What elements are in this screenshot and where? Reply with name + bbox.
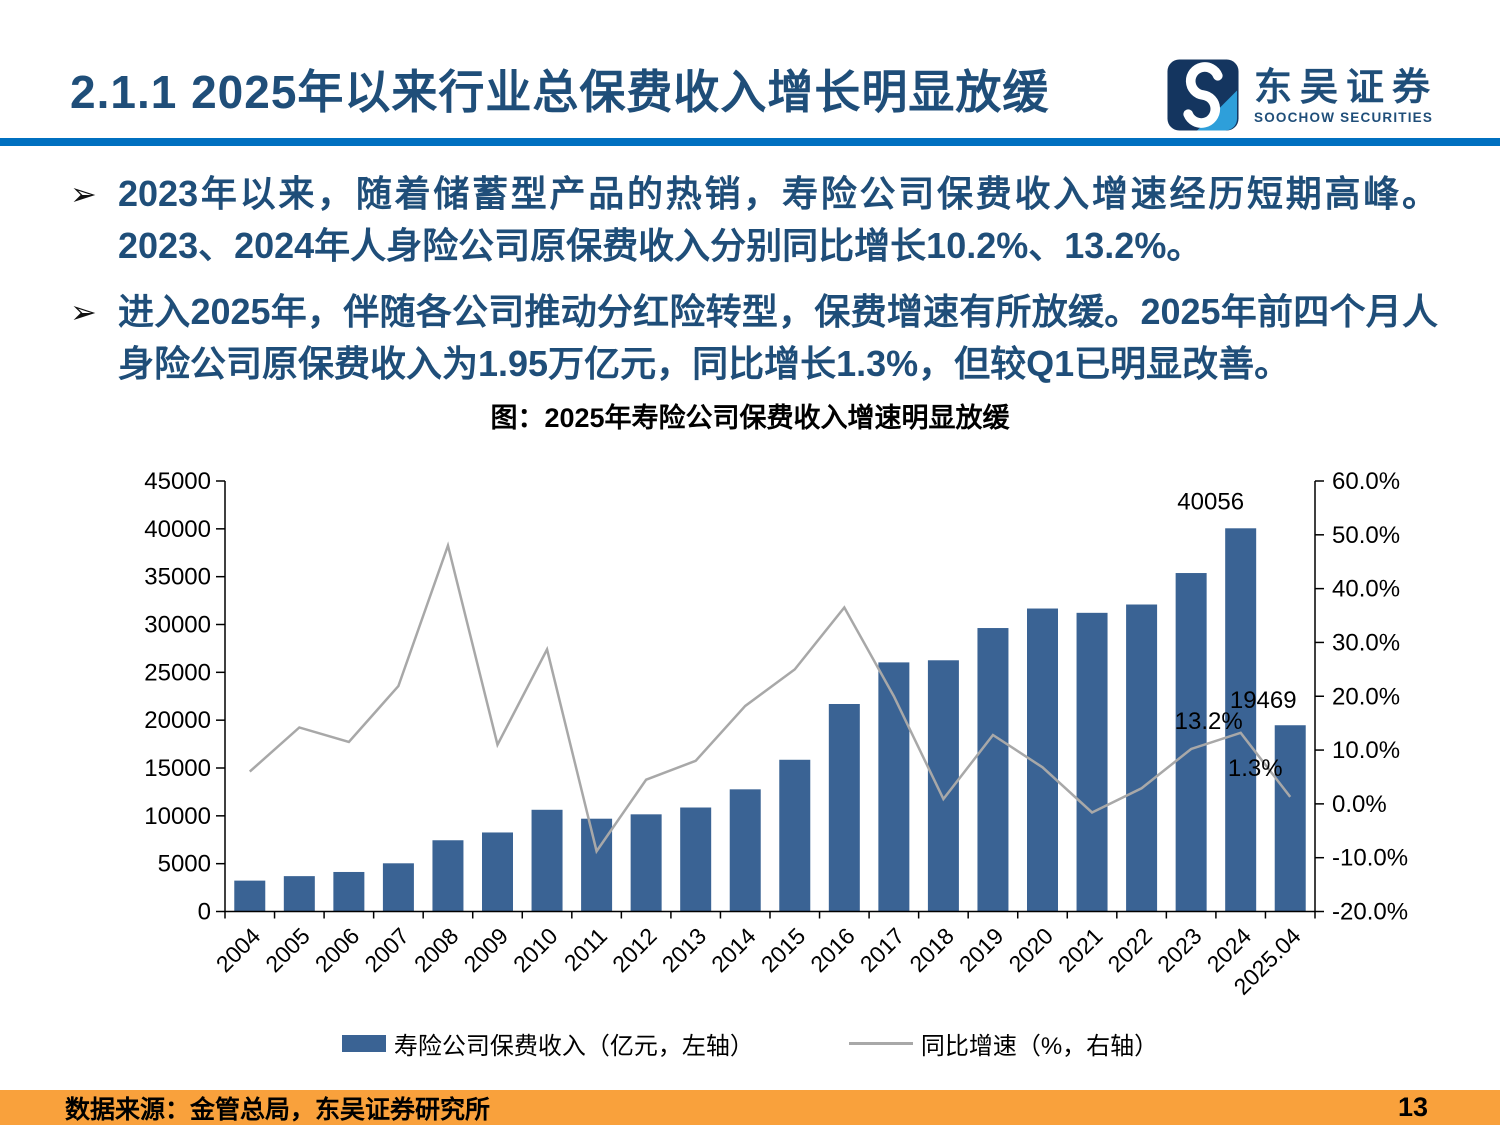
growth-line	[248, 541, 1292, 855]
bar-2006	[333, 871, 365, 912]
arrow-bullet-icon: ➢	[70, 176, 97, 212]
logo-text: 东吴证券 SOOCHOW SECURITIES	[1254, 66, 1438, 125]
x-axis-label-2004: 2004	[211, 923, 266, 978]
bar-2013	[680, 807, 712, 912]
bar-2012	[630, 814, 662, 912]
right-axis-tick-label: -10.0%	[1332, 845, 1408, 872]
left-axis-tick-label: 30000	[144, 612, 211, 639]
data-label-13.2%: 13.2%	[1175, 708, 1243, 735]
bar-2021	[1076, 612, 1108, 912]
right-axis-tick-label: -20.0%	[1332, 899, 1408, 926]
bar-2023	[1175, 573, 1207, 912]
bar-2019	[977, 628, 1009, 912]
legend-item-premium: 寿险公司保费收入（亿元，左轴）	[341, 1026, 754, 1061]
left-axis-tick-label: 40000	[144, 516, 211, 543]
footer-bar: 数据来源：金管总局，东吴证券研究所 13	[0, 1090, 1500, 1125]
bar-2008	[432, 840, 464, 912]
legend-premium-label: 寿险公司保费收入（亿元，左轴）	[393, 1033, 754, 1060]
data-source-note: 数据来源：金管总局，东吴证券研究所	[65, 1095, 491, 1124]
legend-item-growth: 同比增速（%，右轴）	[848, 1026, 1159, 1061]
right-axis-tick-label: 10.0%	[1332, 737, 1400, 764]
bar-2010	[531, 809, 563, 912]
left-axis-tick-label: 25000	[144, 659, 211, 686]
left-axis-tick-label: 35000	[144, 564, 211, 591]
header-divider	[0, 138, 1500, 146]
bar-2022	[1126, 604, 1158, 912]
left-axis-tick-label: 5000	[158, 851, 211, 878]
right-axis-tick-label: 0.0%	[1332, 791, 1387, 818]
left-axis-tick-label: 20000	[144, 707, 211, 734]
bar-2007	[382, 863, 414, 912]
x-axis-label-2007: 2007	[359, 923, 414, 978]
left-axis-tick-label: 45000	[144, 468, 211, 495]
page-title: 2.1.1 2025年以来行业总保费收入增长明显放缓	[70, 66, 1050, 118]
line-swatch-icon	[848, 1042, 913, 1045]
bar-2004	[234, 880, 266, 912]
bullet-text-1: 2023年以来，随着储蓄型产品的热销，寿险公司保费收入增速经历短期高峰。2023…	[118, 173, 1438, 266]
bar-2016	[828, 703, 860, 912]
data-label-1.3%: 1.3%	[1228, 755, 1283, 782]
x-axis-label-2009: 2009	[458, 923, 513, 978]
bar-2014	[729, 789, 761, 912]
bar-2024	[1225, 528, 1257, 912]
x-axis-label-2015: 2015	[756, 923, 811, 978]
data-label-19469: 19469	[1230, 687, 1297, 714]
x-axis-label-2018: 2018	[904, 923, 959, 978]
bar-swatch-icon	[341, 1035, 386, 1052]
x-axis-label-2013: 2013	[657, 923, 712, 978]
left-axis-tick-label: 0	[198, 899, 211, 926]
x-axis-label-2021: 2021	[1053, 923, 1108, 978]
x-axis-label-2006: 2006	[310, 923, 365, 978]
right-axis-tick-label: 40.0%	[1332, 576, 1400, 603]
logo-name-cn: 东吴证券	[1253, 66, 1438, 109]
x-axis-label-2020: 2020	[1003, 923, 1058, 978]
x-axis-label-2008: 2008	[409, 923, 464, 978]
chart-legend: 寿险公司保费收入（亿元，左轴） 同比增速（%，右轴）	[0, 1026, 1500, 1061]
bar-2011	[581, 818, 613, 912]
bar-2009	[482, 832, 513, 912]
x-axis-label-2011: 2011	[559, 923, 612, 976]
x-axis-label-2014: 2014	[706, 923, 761, 978]
company-logo: 东吴证券 SOOCHOW SECURITIES	[1166, 58, 1438, 132]
left-axis-tick-label: 10000	[144, 803, 211, 830]
x-axis-label-2019: 2019	[954, 923, 1009, 978]
right-axis-tick-label: 20.0%	[1332, 683, 1400, 710]
bullet-item-1: ➢ 2023年以来，随着储蓄型产品的热销，寿险公司保费收入增速经历短期高峰。20…	[70, 168, 1438, 272]
bar-2017	[878, 662, 910, 912]
x-axis-label-2012: 2012	[607, 923, 662, 978]
bar-2015	[779, 759, 811, 912]
bar-2025.04	[1274, 725, 1306, 912]
right-axis-tick-label: 60.0%	[1332, 468, 1400, 495]
right-axis-tick-label: 50.0%	[1332, 522, 1400, 549]
x-axis-label-2016: 2016	[805, 923, 860, 978]
bullet-text-2: 进入2025年，伴随各公司推动分红险转型，保费增速有所放缓。2025年前四个月人…	[118, 291, 1438, 384]
arrow-bullet-icon: ➢	[70, 294, 97, 330]
x-axis-label-2017: 2017	[855, 923, 910, 978]
chart-svg: 0 5000 10000 15000 20000 25000 30000 35000 40000…	[144, 468, 1408, 1000]
x-axis-label-2022: 2022	[1103, 923, 1158, 978]
chart-title: 图：2025年寿险公司保费收入增速明显放缓	[490, 403, 1010, 433]
page-number: 13	[1397, 1092, 1428, 1122]
data-label-40056: 40056	[1177, 488, 1244, 515]
left-axis-tick-label: 15000	[144, 755, 211, 782]
legend-growth-label: 同比增速（%，右轴）	[920, 1033, 1159, 1060]
bullet-list: ➢ 2023年以来，随着储蓄型产品的热销，寿险公司保费收入增速经历短期高峰。20…	[70, 168, 1438, 404]
x-axis-label-2023: 2023	[1152, 923, 1207, 978]
logo-name-en: SOOCHOW SECURITIES	[1253, 109, 1434, 125]
x-axis-label-2010: 2010	[508, 923, 563, 978]
bullet-item-2: ➢ 进入2025年，伴随各公司推动分红险转型，保费增速有所放缓。2025年前四个…	[70, 286, 1438, 390]
right-axis-tick-label: 30.0%	[1332, 629, 1400, 656]
soochow-logo-icon	[1167, 59, 1239, 131]
x-axis-label-2005: 2005	[260, 923, 315, 978]
bar-2005	[283, 876, 315, 912]
